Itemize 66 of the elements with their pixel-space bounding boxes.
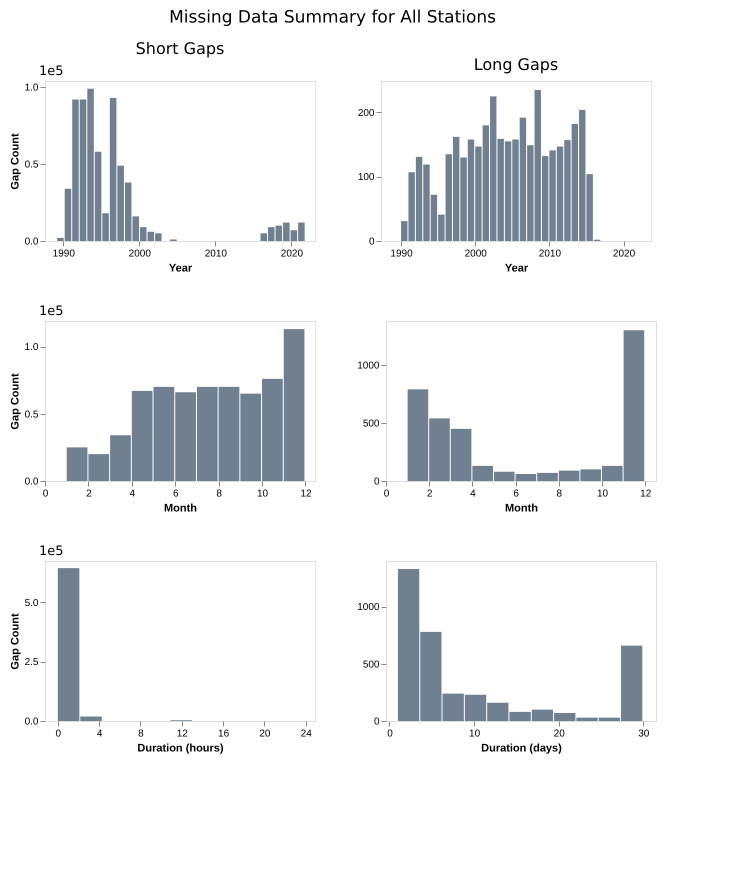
x-tick-label: 10: [469, 728, 481, 740]
x-axis-title: Month: [164, 502, 198, 514]
x-tick-label: 8: [216, 488, 222, 500]
y-tick-label: 5.0: [24, 598, 39, 609]
x-tick-label: 2: [86, 488, 92, 500]
y-tick-label: 2.5: [24, 657, 39, 668]
x-axis-title: Duration (hours): [137, 742, 224, 754]
x-tick-label: 6: [172, 488, 179, 500]
y-tick-label: 0: [374, 716, 380, 728]
y-tick-label: 1.0: [24, 342, 39, 354]
y-tick-label: 0.0: [24, 236, 39, 248]
x-tick-label: 2010: [538, 248, 562, 260]
x-tick-label: 8: [556, 488, 563, 500]
y-tick-label: 500: [362, 659, 380, 670]
x-tick-label: 12: [300, 488, 312, 500]
x-tick-label: 8: [138, 728, 144, 740]
x-tick-label: 1990: [390, 248, 414, 260]
x-tick-label: 1990: [52, 248, 76, 260]
x-tick-label: 2010: [204, 248, 228, 260]
text: 1e5: [39, 64, 64, 79]
x-tick-label: 20: [554, 728, 566, 740]
y-tick-label: 0.0: [24, 476, 39, 488]
y-tick-label: 100: [358, 172, 375, 184]
chart-title: Long Gaps: [474, 55, 558, 74]
x-tick-label: 2020: [612, 248, 636, 260]
x-axis-title: Duration (days): [481, 742, 562, 754]
x-tick-label: 20: [259, 728, 271, 740]
y-axis-title: Gap Count: [10, 613, 22, 670]
y-tick-label: 1000: [357, 360, 380, 372]
x-tick-label: 0: [387, 728, 394, 740]
x-axis-title: Year: [168, 262, 193, 274]
x-tick-label: 4: [96, 728, 103, 740]
y-tick-label: 0: [368, 236, 375, 248]
text: 1e5: [39, 544, 64, 559]
x-axis-title: Month: [505, 502, 538, 514]
x-tick-label: 2000: [128, 248, 152, 260]
x-tick-label: 2000: [464, 248, 488, 260]
x-tick-label: 10: [256, 488, 269, 500]
x-axis-title: Year: [504, 262, 529, 274]
x-tick-label: 12: [640, 488, 652, 500]
x-tick-label: 30: [638, 728, 650, 740]
y-tick-label: 200: [358, 108, 375, 119]
x-tick-label: 6: [513, 488, 520, 500]
x-tick-label: 0: [42, 488, 49, 500]
x-tick-label: 2: [426, 488, 433, 500]
y-tick-label: 1000: [357, 602, 380, 614]
x-tick-label: 4: [130, 488, 136, 500]
y-tick-label: 500: [362, 418, 380, 430]
y-tick-label: 0.5: [24, 160, 39, 171]
x-tick-label: 2020: [280, 248, 304, 260]
x-tick-label: 16: [218, 728, 230, 740]
x-tick-label: 0: [56, 728, 62, 740]
y-tick-label: 0.0: [24, 716, 39, 728]
y-axis-title: Gap Count: [10, 133, 22, 190]
x-tick-label: 24: [300, 728, 312, 740]
text: Missing Data Summary for All Stations: [169, 8, 496, 28]
y-tick-label: 1.0: [24, 82, 39, 94]
x-tick-label: 4: [470, 488, 476, 500]
x-tick-label: 0: [384, 488, 390, 500]
x-tick-label: 12: [176, 728, 188, 740]
y-tick-label: 0: [374, 476, 380, 488]
x-tick-label: 10: [596, 488, 608, 500]
y-tick-label: 0.5: [24, 409, 39, 420]
y-axis-title: Gap Count: [10, 373, 22, 430]
chart-title: Short Gaps: [136, 39, 224, 58]
text: 1e5: [39, 304, 64, 319]
